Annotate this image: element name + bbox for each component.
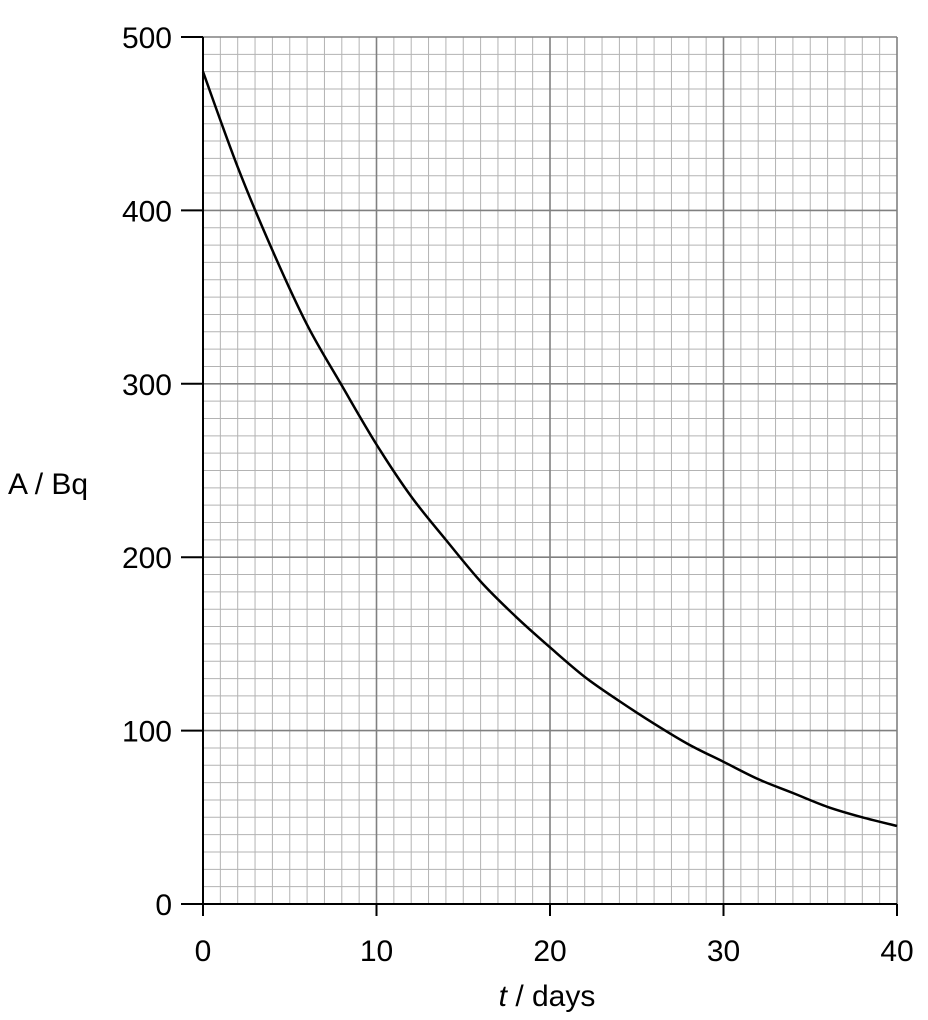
y-axis-label: A / Bq [8, 468, 88, 501]
labels: A / Bq t / days 0 10 20 30 40010020030040050… [8, 22, 914, 1013]
x-axis-label: t / days [499, 980, 596, 1013]
axes [181, 36, 898, 916]
x-tick-label: 40 [880, 935, 913, 968]
x-tick-label: 20 [533, 935, 566, 968]
x-axis-variable: t [499, 980, 509, 1013]
y-tick-label: 100 [122, 716, 172, 749]
y-tick-label: 300 [122, 369, 172, 402]
grid [203, 36, 898, 904]
x-tick-label: 0 [195, 935, 212, 968]
y-tick-label: 0 [155, 889, 172, 922]
x-tick-label: 30 [707, 935, 740, 968]
y-tick-label: 500 [122, 22, 172, 55]
x-tick-label: 10 [360, 935, 393, 968]
y-tick-label: 200 [122, 542, 172, 575]
y-tick-label: 400 [122, 195, 172, 228]
curve-layer [201, 71, 898, 828]
x-axis-unit: / days [507, 980, 595, 1013]
decay-curve [201, 71, 898, 828]
